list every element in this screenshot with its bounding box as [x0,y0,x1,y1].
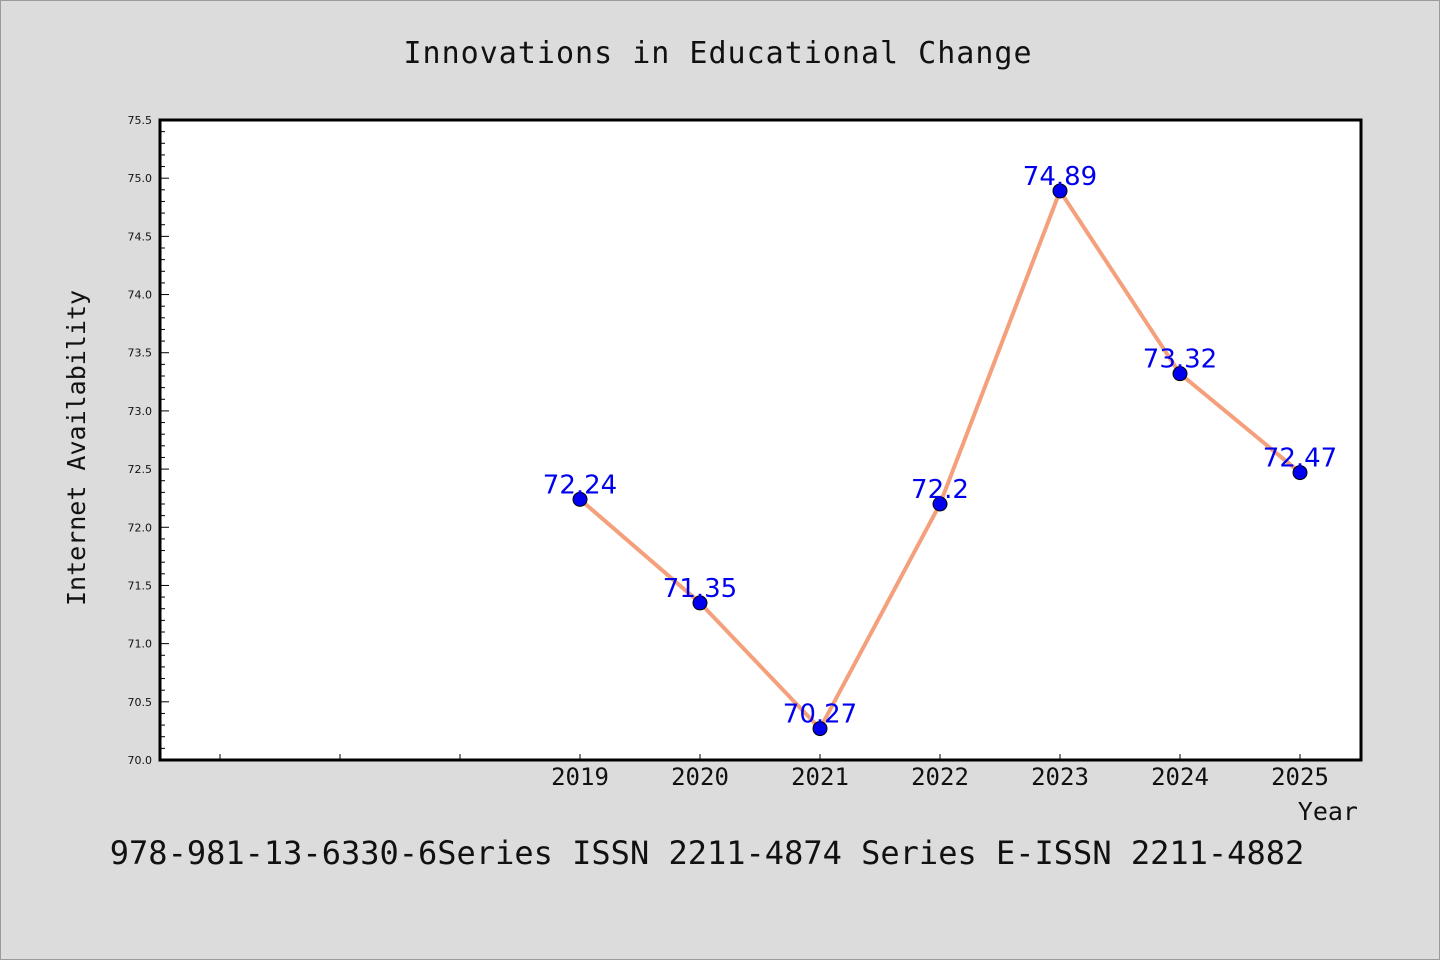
series-group: 72.24 71.35 70.27 72.2 74.89 73.32 72.47 [543,162,1337,737]
y-tick-label: 70.5 [128,696,153,709]
data-label: 74.89 [1023,162,1097,192]
data-point [572,491,588,507]
y-tick-label: 73.0 [128,405,153,418]
data-point [1052,183,1068,199]
data-label: 71.35 [663,574,737,604]
data-point [692,595,708,611]
data-label: 72.47 [1263,444,1337,474]
x-tick-label: 2021 [791,763,849,791]
data-point [812,721,828,737]
x-tick-label: 2025 [1271,763,1329,791]
x-tick-label: 2020 [671,763,729,791]
y-tick-label: 71.0 [128,638,153,651]
data-point [932,496,948,512]
y-tick-label: 72.0 [128,521,153,534]
x-tick-label: 2023 [1031,763,1089,791]
y-tick-label: 73.5 [128,347,153,360]
y-tick-label: 72.5 [128,463,153,476]
plot-area [158,118,1363,762]
y-tick-label: 71.5 [128,579,153,592]
x-tick-label: 2022 [911,763,969,791]
y-tick-label: 74.0 [128,289,153,302]
data-label: 73.32 [1143,345,1217,375]
y-axis: 70.0 70.5 71.0 71.5 72.0 72.5 73.0 73.5 74.0 74.5… [128,114,169,767]
data-label: 70.27 [783,700,857,730]
x-axis-title: Year [1298,797,1358,826]
data-label: 72.2 [911,475,969,505]
x-tick-label: 2024 [1151,763,1209,791]
chart-title: Innovations in Educational Change [403,36,1032,71]
y-tick-label: 70.0 [128,754,153,767]
y-axis-title: Internet Availability [62,290,91,606]
data-point [1172,366,1188,382]
footer-text: 978-981-13-6330-6Series ISSN 2211-4874 S… [110,834,1304,872]
x-tick-label: 2019 [551,763,609,791]
x-axis: 2019 2020 2021 2022 2023 2024 2025 [219,754,1329,791]
y-tick-label: 75.5 [128,114,153,127]
y-tick-label: 75.0 [128,172,153,185]
data-point [1292,465,1308,481]
data-label: 72.24 [543,470,617,500]
y-tick-label: 74.5 [128,230,153,243]
